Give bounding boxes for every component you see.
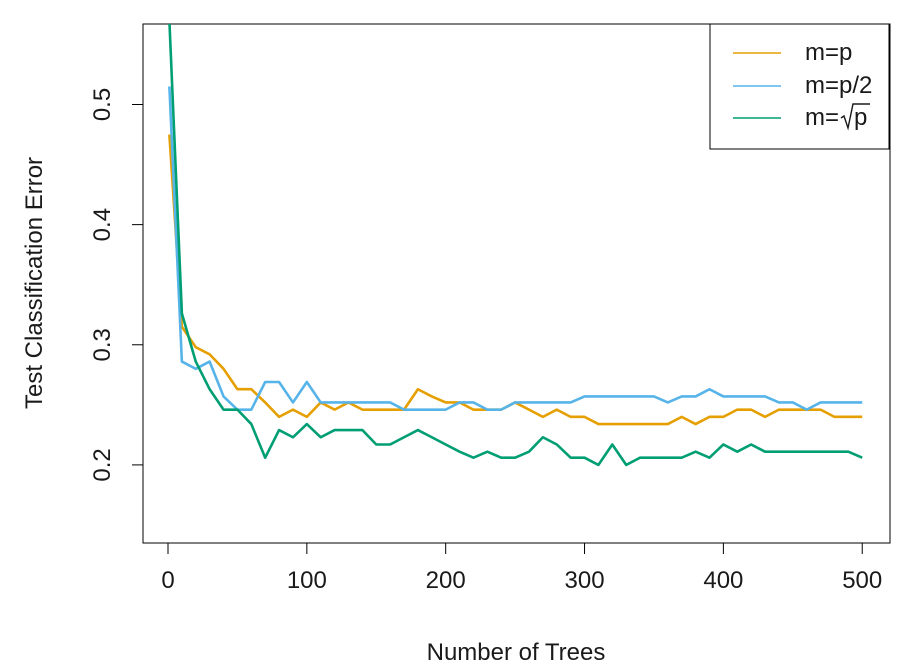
x-tick-label: 100 — [287, 567, 327, 594]
x-tick-label: 500 — [842, 567, 882, 594]
y-tick-label: 0.3 — [89, 328, 116, 361]
series-line-m-sqrt-p — [168, 24, 863, 467]
x-tick-label: 300 — [565, 567, 605, 594]
y-tick-label: 0.2 — [89, 448, 116, 481]
y-axis: 0.2 0.3 0.4 0.5 — [89, 88, 144, 482]
x-axis-title: Number of Trees — [427, 639, 606, 661]
series-line-m-p-half — [168, 86, 863, 411]
legend-label-m-p: m=p — [805, 39, 852, 66]
y-tick-label: 0.5 — [89, 88, 116, 121]
y-tick-label: 0.4 — [89, 208, 116, 241]
legend: m=p m=p/2 m= p — [709, 23, 890, 150]
x-tick-label: 400 — [703, 567, 743, 594]
legend-label-m-sqrt-p: m= — [805, 104, 839, 131]
x-tick-label: 200 — [426, 567, 466, 594]
x-axis: 0 100 200 300 400 500 — [161, 542, 882, 594]
legend-label-m-sqrt-p-radicand: p — [854, 104, 867, 131]
series-line-m-p — [168, 134, 863, 426]
legend-sqrt-sign — [840, 103, 870, 131]
series-layer — [168, 24, 863, 467]
x-tick-label: 0 — [161, 567, 174, 594]
y-axis-title: Test Classification Error — [21, 157, 48, 409]
legend-label-m-p-half: m=p/2 — [805, 72, 872, 99]
